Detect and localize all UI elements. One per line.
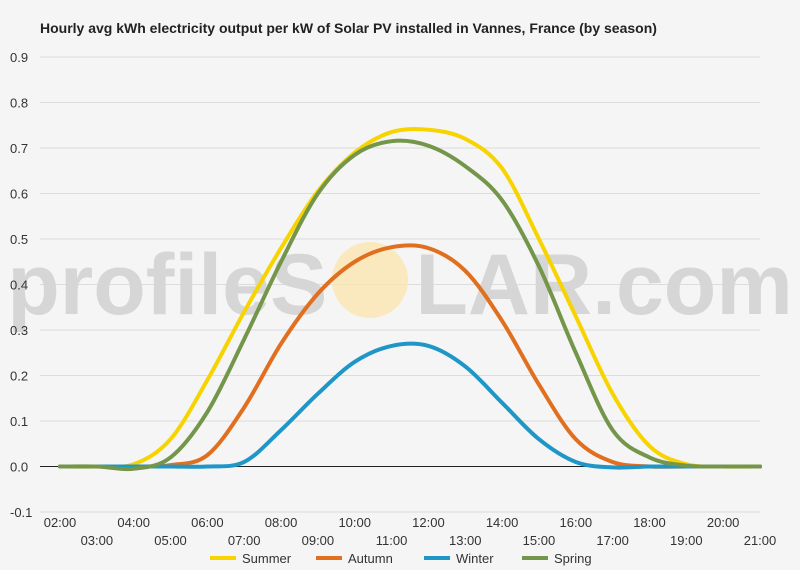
y-tick-label: 0.3 <box>10 323 28 338</box>
y-tick-label: 0.2 <box>10 369 28 384</box>
watermark-sun-icon <box>332 242 408 318</box>
series-lines <box>58 127 762 472</box>
x-tick-label: 08:00 <box>265 515 298 530</box>
legend: Summer Autumn Winter Spring <box>210 551 592 566</box>
x-tick-label: 21:00 <box>744 533 777 548</box>
x-tick-label: 14:00 <box>486 515 519 530</box>
y-tick-label: 0.7 <box>10 141 28 156</box>
y-tick-label: 0.0 <box>10 460 28 475</box>
x-tick-label: 17:00 <box>596 533 629 548</box>
legend-label: Autumn <box>348 551 393 566</box>
x-tick-label: 13:00 <box>449 533 482 548</box>
x-tick-label: 16:00 <box>560 515 593 530</box>
x-tick-label: 18:00 <box>633 515 666 530</box>
x-tick-label: 05:00 <box>154 533 187 548</box>
series-line-winter <box>58 341 762 470</box>
x-tick-label: 06:00 <box>191 515 224 530</box>
x-tick-label: 11:00 <box>376 533 408 548</box>
y-tick-label: 0.4 <box>10 278 28 293</box>
series-line-summer <box>58 127 762 469</box>
x-tick-label: 09:00 <box>302 533 335 548</box>
watermark-left: profileS <box>7 237 327 333</box>
y-axis: -0.1 0.0 0.1 0.2 0.3 0.4 0.5 0.6 0.7 0.8 0.9 <box>10 50 32 520</box>
y-tick-label: 0.8 <box>10 96 28 111</box>
y-tick-label: 0.1 <box>10 414 28 429</box>
y-tick-label: 0.9 <box>10 50 28 65</box>
legend-label: Winter <box>456 551 494 566</box>
x-tick-label: 03:00 <box>81 533 114 548</box>
x-tick-label: 15:00 <box>523 533 556 548</box>
x-tick-label: 12:00 <box>412 515 445 530</box>
watermark-right: LAR.com <box>415 237 792 333</box>
y-tick-label: 0.5 <box>10 232 28 247</box>
x-tick-label: 19:00 <box>670 533 703 548</box>
x-tick-label: 20:00 <box>707 515 740 530</box>
y-tick-label: 0.6 <box>10 187 28 202</box>
x-tick-label: 10:00 <box>338 515 371 530</box>
x-tick-label: 04:00 <box>117 515 150 530</box>
legend-label: Summer <box>242 551 292 566</box>
x-tick-label: 07:00 <box>228 533 261 548</box>
chart-title: Hourly avg kWh electricity output per kW… <box>40 20 657 36</box>
series-line-spring <box>58 138 762 472</box>
legend-label: Spring <box>554 551 592 566</box>
x-tick-label: 02:00 <box>44 515 77 530</box>
y-tick-label: -0.1 <box>10 505 32 520</box>
